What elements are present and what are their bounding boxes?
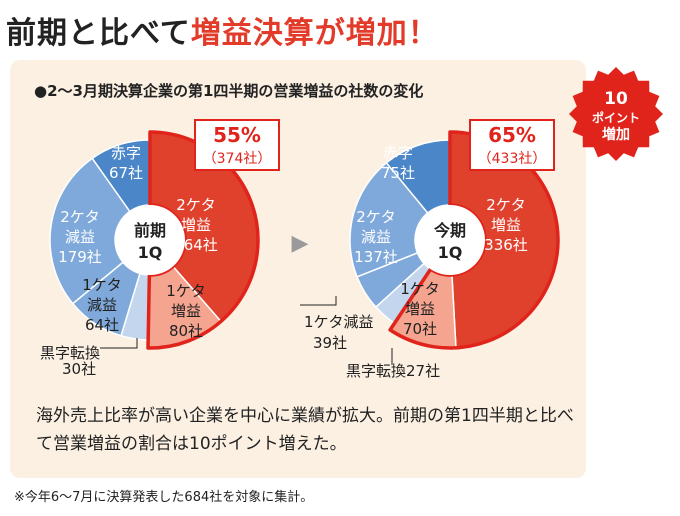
- slice-label-loss: 赤字: [111, 144, 141, 162]
- slice-label-single-digit-decline: 1ケタ減益: [304, 313, 374, 331]
- center-label-quarter: 1Q: [138, 243, 163, 262]
- slice-label-single-digit-gain: 増益: [405, 300, 435, 318]
- slice-label-single-digit-gain: 70社: [403, 320, 437, 338]
- slice-label-double-digit-gain: 2ケタ: [176, 196, 216, 214]
- center-label-period: 今期: [433, 221, 466, 240]
- slice-label-single-digit-gain: 80社: [169, 322, 203, 340]
- pie-center: [115, 205, 185, 275]
- center-label-quarter: 1Q: [438, 243, 463, 262]
- leader-line: [300, 296, 337, 306]
- slice-label-single-digit-decline: 64社: [85, 316, 119, 334]
- highlight-box: [469, 119, 555, 171]
- slice-label-loss: 75社: [381, 164, 415, 182]
- highlight-count: （374社）: [203, 151, 272, 167]
- page-title: 前期と比べて増益決算が増加！: [6, 8, 439, 51]
- slice-label-double-digit-gain: 336社: [484, 236, 528, 254]
- slice-label-single-digit-gain: 1ケタ: [400, 280, 440, 298]
- next-arrow-icon: ▶: [292, 231, 309, 256]
- badge-label: 増加: [602, 126, 630, 143]
- slice-label-turnaround: 30社: [62, 360, 96, 378]
- slice-label-double-digit-decline: 2ケタ: [60, 208, 100, 226]
- highlight-percent: 65%: [488, 123, 536, 147]
- slice-label-double-digit-decline: 減益: [65, 228, 95, 246]
- slice-label-single-digit-decline: 減益: [87, 296, 117, 314]
- slice-label-single-digit-gain: 1ケタ: [166, 282, 206, 300]
- pie-chart-current: 今期1Q65%（433社）2ケタ増益336社1ケタ増益70社黒字転換27社1ケタ…: [300, 119, 560, 380]
- badge-starburst: [569, 67, 663, 161]
- pie-chart-previous: 前期1Q55%（374社）2ケタ増益264社1ケタ増益80社黒字転換30社1ケタ…: [40, 119, 280, 378]
- highlight-box: [194, 119, 280, 171]
- slice-label-turnaround: 黒字転換27社: [346, 362, 440, 380]
- slice-label-double-digit-decline: 179社: [58, 248, 102, 266]
- slice-label-double-digit-decline: 減益: [361, 228, 391, 246]
- slice-label-double-digit-gain: 264社: [174, 236, 218, 254]
- slice-label-single-digit-decline: 39社: [313, 334, 347, 352]
- ten-point-badge: 10 ポイント 増加: [569, 67, 663, 161]
- slice-label-single-digit-gain: 増益: [171, 302, 201, 320]
- slice-label-single-digit-decline: 1ケタ: [82, 276, 122, 294]
- summary-note: 海外売上比率が高い企業を中心に業績が拡大。前期の第1四半期と比べて営業増益の割合…: [36, 406, 574, 454]
- page-title-emphasis: 増益決算が増加！: [190, 16, 439, 51]
- slice-label-double-digit-gain: 増益: [491, 216, 521, 234]
- center-label-period: 前期: [134, 221, 166, 240]
- badge-number: 10: [604, 89, 628, 109]
- page-title-lead: 前期と比べて: [6, 16, 191, 51]
- leader-line: [100, 338, 138, 349]
- footnote: ※今年6〜7月に決算発表した684社を対象に集計。: [14, 490, 314, 505]
- pie-center: [415, 205, 485, 275]
- badge-unit: ポイント: [592, 110, 640, 125]
- slice-label-double-digit-gain: 2ケタ: [486, 196, 526, 214]
- chart-subtitle: ●2〜3月期決算企業の第1四半期の営業増益の社数の変化: [34, 82, 424, 100]
- slice-label-double-digit-gain: 増益: [181, 216, 211, 234]
- highlight-count: （433社）: [478, 151, 547, 167]
- slice-label-double-digit-decline: 137社: [354, 248, 398, 266]
- slice-label-loss: 赤字: [383, 144, 413, 162]
- slice-label-double-digit-decline: 2ケタ: [356, 208, 396, 226]
- highlight-percent: 55%: [213, 123, 261, 147]
- slice-label-loss: 67社: [109, 164, 143, 182]
- slice-label-turnaround: 黒字転換: [40, 344, 100, 362]
